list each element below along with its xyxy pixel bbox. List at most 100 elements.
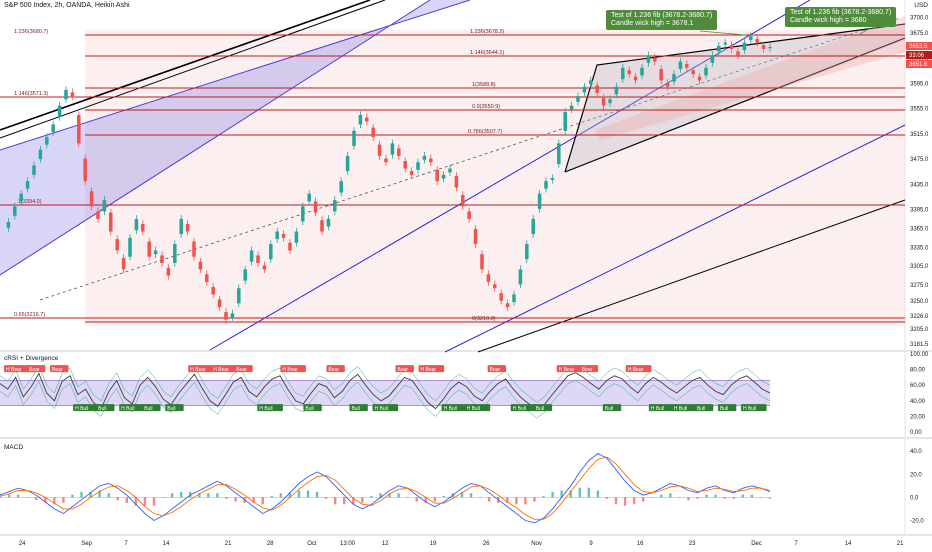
time-tick-16: 7 (794, 541, 798, 547)
div-marker-1: Bear (29, 367, 40, 373)
candle-body-96 (614, 86, 619, 95)
candle-body-69 (441, 174, 446, 179)
div-marker-bg-1 (27, 365, 46, 373)
candle-body-90 (576, 96, 580, 102)
candle-body-54 (345, 155, 350, 172)
price-tick-4: 3555.0 (910, 107, 929, 113)
price-tick-16: 3181.5 (910, 342, 929, 348)
candle-body-111 (710, 55, 715, 63)
div-marker-14: Bear (328, 367, 339, 373)
candle-body-53 (339, 181, 343, 193)
macd-hist-22 (198, 493, 201, 498)
fib-label-4: 1(3588.8) (472, 82, 496, 88)
macd-hist-80 (723, 497, 726, 499)
candle-body-106 (678, 61, 683, 70)
macd-hist-9 (80, 491, 83, 498)
candle-body-67 (429, 158, 433, 163)
div-marker-bg-29 (671, 404, 698, 412)
price-tick-7: 3435.0 (910, 182, 929, 188)
macd-hist-17 (152, 497, 156, 506)
price-tick-13: 3250.0 (910, 299, 929, 305)
candle-body-63 (403, 161, 407, 169)
macd-hist-47 (424, 497, 427, 503)
candle-body-118 (755, 38, 759, 43)
candle-body-62 (397, 148, 401, 156)
candle-body-1 (6, 222, 11, 228)
red-channel-fill (595, 16, 905, 140)
candle-body-31 (198, 261, 203, 270)
div-marker-4: Bull (98, 406, 106, 412)
macd-hist-8 (71, 494, 74, 498)
candle-body-109 (697, 76, 702, 81)
rsi-tick-0: 100.00 (910, 352, 929, 358)
price-tag-bg-1 (906, 51, 932, 59)
crsi-band-fill (0, 380, 770, 406)
macd-hist-42 (379, 493, 382, 498)
candle-body-52 (333, 200, 337, 212)
macd-hist-14 (125, 497, 129, 503)
candle-body-79 (505, 303, 510, 308)
candle-body-91 (582, 86, 587, 93)
macd-hist-68 (614, 497, 618, 505)
candle-body-59 (377, 144, 382, 156)
div-marker-bg-27 (625, 365, 652, 373)
blue-trendline-2 (444, 124, 906, 353)
candle-body-12 (77, 115, 81, 144)
time-tick-17: 14 (845, 541, 852, 547)
div-marker-bg-14 (326, 365, 345, 373)
candle-body-84 (537, 193, 542, 209)
macd-hist-81 (732, 497, 735, 499)
macd-hist-61 (551, 491, 554, 498)
candle-body-58 (371, 127, 375, 138)
div-marker-5: H Bull (121, 406, 134, 412)
div-marker-24: H Bear (559, 367, 575, 373)
candle-body-39 (249, 250, 254, 262)
time-tick-12: 9 (589, 541, 593, 547)
price-tag-0: 3653.5 (909, 44, 928, 50)
candle-body-15 (96, 211, 100, 219)
candle-body-81 (518, 269, 523, 285)
callout-1-pointer (699, 30, 746, 36)
candle-body-51 (326, 218, 331, 227)
time-tick-7: 13:00 (340, 541, 356, 547)
div-marker-bg-4 (96, 404, 115, 412)
macd-hist-40 (361, 497, 364, 503)
candle-body-43 (275, 231, 279, 240)
div-marker-17: Bear (398, 367, 409, 373)
symbol-header: S&P 500 Index, 2h, OANDA, Heikin Ashi (4, 2, 130, 9)
div-marker-6: Bull (144, 406, 152, 412)
macd-hist-77 (696, 497, 699, 499)
time-tick-13: 16 (637, 541, 644, 547)
rsi-tick-5: 0.00 (910, 430, 922, 436)
candle-body-78 (499, 293, 503, 301)
macd-hist-67 (605, 497, 609, 499)
candle-body-113 (723, 42, 727, 45)
time-tick-8: 12 (382, 541, 389, 547)
time-tick-11: Nov (531, 541, 542, 547)
candle-body-10 (64, 89, 68, 100)
macd-tick-0: 40.0 (910, 449, 922, 455)
candle-body-98 (627, 70, 631, 75)
black-trendline-1 (0, 0, 371, 131)
candle-body-71 (454, 176, 459, 188)
div-marker-bg-19 (441, 404, 468, 412)
fib-label-2: 1.146(3571.3) (14, 91, 48, 97)
candle-body-72 (461, 195, 465, 207)
price-tick-0: 3700.0 (910, 15, 929, 21)
candle-body-94 (601, 98, 606, 106)
callout-1-line1: Test of 1.236 fib (3678.2-3680.7) (611, 12, 713, 19)
annotation-callout-2: Test of 1.236 fib (3678.2-3680.7) Candle… (785, 7, 897, 27)
macd-hist-71 (641, 497, 645, 502)
price-tag-2: 3651.6 (909, 62, 928, 68)
candle-body-33 (211, 286, 215, 295)
macd-hist-33 (297, 490, 301, 498)
candle-body-37 (237, 288, 241, 304)
candle-body-102 (653, 57, 657, 62)
candle-body-87 (557, 143, 561, 165)
div-marker-23: Bull (536, 406, 544, 412)
time-tick-3: 14 (163, 541, 170, 547)
div-marker-bg-3 (73, 404, 99, 412)
macd-hist-15 (134, 497, 138, 506)
candle-body-110 (704, 67, 708, 76)
